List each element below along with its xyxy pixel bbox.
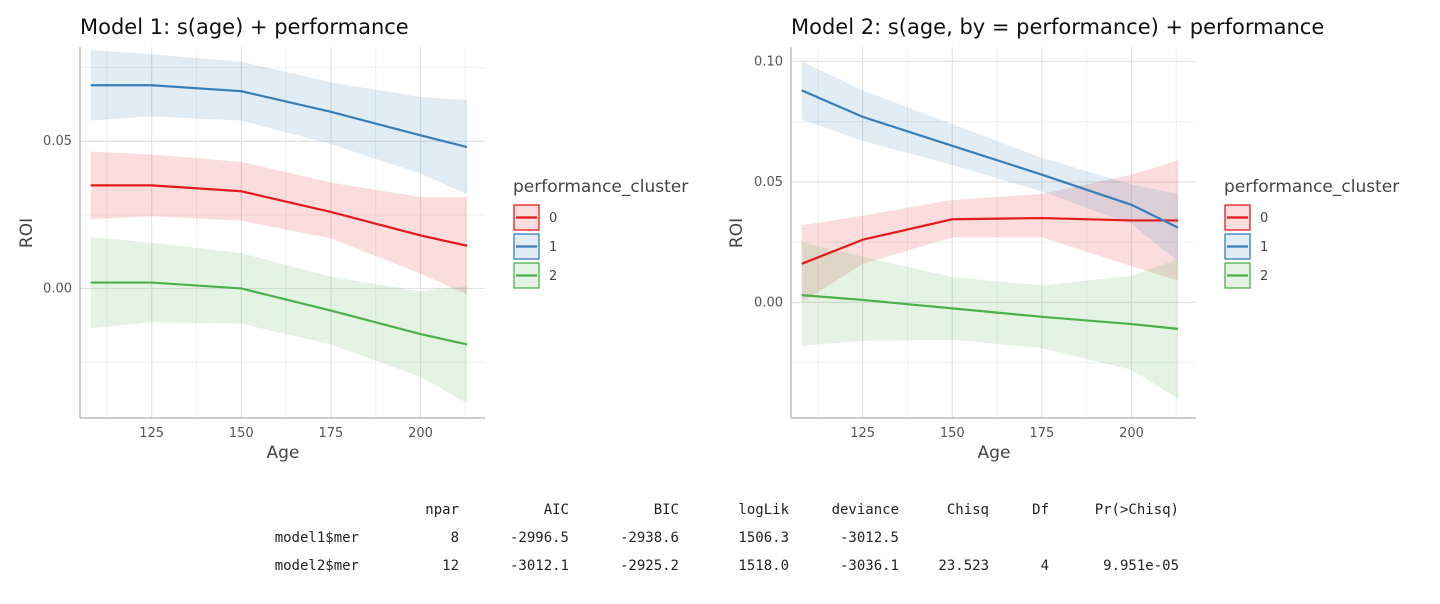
x-tick-label: 200 — [1119, 426, 1144, 441]
y-tick-label: 0.05 — [754, 175, 783, 190]
table-cell: 8 — [451, 530, 459, 546]
legend-title: performance_cluster — [1224, 177, 1399, 197]
x-tick-label: 125 — [139, 426, 164, 441]
table-cell: 12 — [442, 558, 459, 574]
line-series-1 — [801, 89, 1179, 229]
model2-y-tick-labels: 0.00 0.05 0.10 — [754, 54, 783, 310]
legend-title: performance_cluster — [513, 177, 688, 197]
ci-band-series-1 — [90, 49, 468, 195]
model2-legend: performance_cluster 0 1 2 — [1224, 177, 1399, 289]
model2-x-axis-label: Age — [978, 443, 1011, 463]
table-header-cell: deviance — [832, 502, 899, 518]
x-tick-label: 150 — [229, 426, 254, 441]
legend-label: 0 — [1260, 211, 1268, 226]
legend-item-0: 0 — [513, 204, 557, 231]
y-tick-label: 0.00 — [754, 295, 783, 310]
legend-label: 1 — [1260, 240, 1268, 255]
x-tick-label: 175 — [1029, 426, 1054, 441]
line-series-2 — [801, 294, 1179, 330]
line-series-0 — [90, 184, 468, 247]
model1-title: Model 1: s(age) + performance — [80, 15, 409, 39]
model1-axes — [79, 47, 485, 419]
x-tick-label: 125 — [850, 426, 875, 441]
table-cell: 1518.0 — [738, 558, 789, 574]
legend-label: 0 — [549, 211, 557, 226]
model1-panel: Model 1: s(age) + performance 125 150 175 2… — [17, 15, 688, 463]
table-cell: -3012.5 — [840, 530, 899, 546]
x-tick-label: 150 — [940, 426, 965, 441]
legend-item-2: 2 — [1224, 262, 1268, 289]
x-tick-label: 200 — [408, 426, 433, 441]
anova-table: npar AIC BIC logLik deviance Chisq Df Pr(>Chisq… — [275, 502, 1179, 574]
table-header-cell: AIC — [544, 502, 569, 518]
legend-item-0: 0 — [1224, 204, 1268, 231]
y-tick-label: 0.00 — [43, 281, 72, 296]
table-cell: 23.523 — [938, 558, 989, 574]
table-row-label: model1$mer — [275, 530, 359, 546]
model1-y-tick-labels: 0.00 0.05 — [43, 134, 72, 296]
table-header-cell: logLik — [738, 502, 789, 518]
legend-label: 2 — [549, 269, 557, 284]
table-row: model1$mer 8 -2996.5 -2938.6 1506.3 -3012.5 — [275, 530, 899, 546]
table-row-label: model2$mer — [275, 558, 359, 574]
model2-title: Model 2: s(age, by = performance) + perf… — [791, 15, 1324, 39]
table-row: model2$mer 12 -3012.1 -2925.2 1518.0 -3036.1 2… — [275, 558, 1179, 574]
x-tick-label: 175 — [318, 426, 343, 441]
model1-x-axis-label: Age — [267, 443, 300, 463]
table-cell: 9.951e-05 — [1103, 558, 1179, 574]
model1-gridlines — [80, 47, 485, 418]
model1-x-tick-labels: 125 150 175 200 — [139, 426, 433, 441]
table-header-cell: Chisq — [947, 502, 989, 518]
model1-legend: performance_cluster 0 1 2 — [513, 177, 688, 289]
model2-gridlines — [791, 47, 1196, 418]
table-header-cell: npar — [425, 502, 459, 518]
line-series-1 — [90, 84, 468, 149]
model2-axes — [790, 47, 1196, 419]
ci-band-series-2 — [801, 242, 1179, 399]
table-cell: -2925.2 — [620, 558, 679, 574]
legend-label: 1 — [549, 240, 557, 255]
table-header-cell: Df — [1032, 502, 1049, 518]
table-cell: 1506.3 — [738, 530, 789, 546]
line-series-0 — [801, 216, 1179, 265]
table-cell: -2996.5 — [510, 530, 569, 546]
table-cell: -3036.1 — [840, 558, 899, 574]
legend-item-2: 2 — [513, 262, 557, 289]
legend-item-1: 1 — [513, 233, 557, 260]
table-header-cell: Pr(>Chisq) — [1095, 502, 1179, 518]
model2-x-tick-labels: 125 150 175 200 — [850, 426, 1144, 441]
model1-y-axis-label: ROI — [17, 218, 37, 248]
table-header-cell: BIC — [654, 502, 679, 518]
model2-series-lines — [801, 89, 1179, 330]
table-cell: 4 — [1041, 558, 1049, 574]
table-cell: -3012.1 — [510, 558, 569, 574]
model1-ci-bands — [90, 49, 468, 404]
model1-series-lines — [90, 84, 468, 346]
y-tick-label: 0.10 — [754, 54, 783, 69]
y-tick-label: 0.05 — [43, 134, 72, 149]
ci-band-series-2 — [90, 236, 468, 404]
model2-ci-bands — [801, 61, 1179, 399]
model2-panel: Model 2: s(age, by = performance) + perf… — [727, 15, 1399, 463]
table-cell: -2938.6 — [620, 530, 679, 546]
ci-band-series-0 — [801, 160, 1179, 303]
line-series-2 — [90, 281, 468, 346]
legend-label: 2 — [1260, 269, 1268, 284]
ci-band-series-1 — [801, 61, 1179, 262]
legend-item-1: 1 — [1224, 233, 1268, 260]
model2-y-axis-label: ROI — [727, 218, 747, 248]
